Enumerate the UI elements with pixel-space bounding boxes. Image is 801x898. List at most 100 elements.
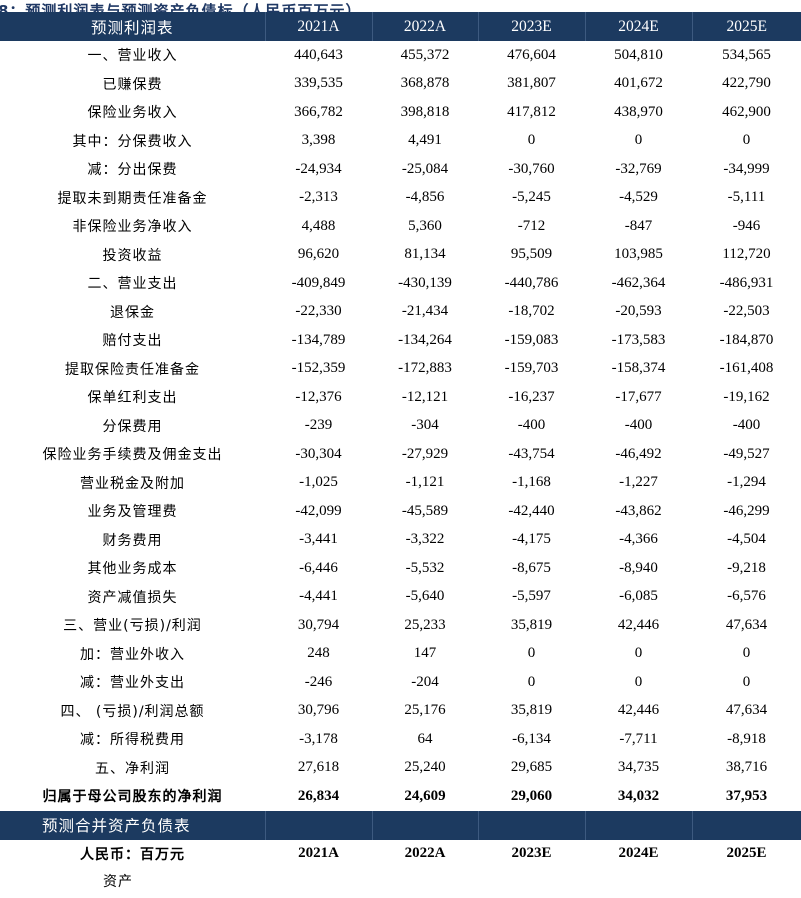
value-cell: 2021A [298,845,339,861]
value-cell: 366,782 [294,103,343,120]
value-cell: 29,060 [510,787,553,804]
value-cell: -42,099 [295,502,342,519]
header-cell: 2023E [477,12,585,41]
value-cell: -46,492 [615,445,662,462]
table-row: 减：营业外支出 -246 -204 0 0 0 [0,668,801,697]
value-cell: -5,640 [405,588,445,605]
value-cell: -2,313 [299,189,338,206]
value-cell: -159,703 [504,360,559,377]
value-cell: -3,441 [299,531,338,548]
value-cell: -946 [732,217,761,234]
value-cell: -43,862 [615,502,662,519]
value-cell: -172,883 [398,360,452,377]
header-cell [584,810,692,840]
value-cell: 0 [742,132,751,149]
row-label: 提取未到期责任准备金 [57,190,208,207]
value-cell: -27,929 [401,445,449,462]
row-label: 投资收益 [102,247,163,264]
row-label: 三、营业(亏损)/利润 [63,618,202,635]
row-label: 提取保险责任准备金 [65,361,200,378]
value-cell: 368,878 [400,75,450,92]
value-cell: -46,299 [723,502,770,519]
value-cell: 2023E [511,845,552,861]
value-cell: 25,176 [404,702,446,719]
table-row: 营业税金及附加 -1,025 -1,121 -1,168 -1,227 -1,294 [0,469,801,498]
table-row: 二、营业支出 -409,849 -430,139 -440,786 -462,364 -4… [0,269,801,298]
value-cell: 112,720 [722,246,771,263]
value-cell: -173,583 [611,331,666,348]
header-cell: 2024E [584,12,692,41]
value-cell: 504,810 [614,46,663,63]
value-cell: -19,162 [723,388,770,405]
value-cell: 417,812 [507,103,556,120]
value-cell: -1,025 [299,474,338,491]
value-cell: 81,134 [404,246,446,263]
value-cell: 147 [413,645,437,662]
value-cell: -1,227 [619,474,658,491]
value-cell: 95,509 [510,246,553,263]
value-cell: -184,870 [719,331,774,348]
table-row: 提取保险责任准备金 -152,359 -172,883 -159,703 -158,37… [0,355,801,384]
value-cell: -6,576 [727,588,766,605]
value-cell: -34,999 [723,160,770,177]
row-label: 预测合并资产负债表 [0,810,265,840]
value-cell: -32,769 [615,160,662,177]
value-cell: 4,491 [408,132,442,149]
value-cell: 0 [527,132,536,149]
value-cell: -18,702 [508,303,555,320]
value-cell: 34,735 [617,759,660,776]
value-cell: 462,900 [722,103,771,120]
value-cell: -22,330 [295,303,342,320]
row-label: 加：营业外收入 [80,646,185,663]
financial-forecast-table: 预测利润表 2021A 2022A 2023E 2024E 2025E 一、营业… [0,12,801,894]
row-label: 退保金 [110,304,155,321]
value-cell: 64 [417,730,433,747]
value-cell: -6,134 [512,730,551,747]
value-cell: 0 [742,673,751,690]
value-cell: -17,677 [615,388,662,405]
value-cell: 2025E [726,845,767,861]
value-cell: -847 [624,217,653,234]
value-cell: -712 [517,217,546,234]
value-cell: -42,440 [508,502,555,519]
value-cell: -30,304 [295,445,342,462]
balance-sheet-header-row: 预测合并资产负债表 [0,810,801,840]
value-cell: 26,834 [297,787,340,804]
table-row: 归属于母公司股东的净利润 26,834 24,609 29,060 34,032 37,9… [0,782,801,811]
row-label: 减：所得税费用 [80,732,185,749]
value-cell: -9,218 [727,559,766,576]
row-label: 营业税金及附加 [80,475,185,492]
header-cell [371,810,478,840]
value-cell: 398,818 [400,103,450,120]
value-cell: -1,121 [405,474,445,491]
value-cell: 0 [742,645,751,662]
row-label: 其中：分保费收入 [72,133,193,150]
row-label: 减：分出保费 [87,162,178,179]
unit-row: 人民币：百万元 2021A 2022A 2023E 2024E 2025E [0,840,801,868]
row-label: 人民币：百万元 [80,846,185,863]
value-cell: -12,121 [401,388,449,405]
row-label: 减：营业外支出 [80,675,185,692]
table-row: 投资收益 96,620 81,134 95,509 103,985 112,720 [0,241,801,270]
value-cell: 30,796 [297,702,340,719]
value-cell: -12,376 [295,388,342,405]
value-cell: 103,985 [614,246,663,263]
value-cell: 381,807 [507,75,556,92]
row-label: 五、净利润 [95,760,170,777]
row-label: 四、 (亏损)/利润总额 [60,703,205,720]
value-cell: -161,408 [719,360,774,377]
value-cell: -16,237 [508,388,555,405]
value-cell: 440,643 [294,46,343,63]
value-cell: 0 [634,132,643,149]
value-cell: 3,398 [301,132,336,149]
value-cell: 24,609 [404,787,446,804]
table-row: 财务费用 -3,441 -3,322 -4,175 -4,366 -4,504 [0,526,801,555]
value-cell: 25,233 [404,616,446,633]
value-cell: -20,593 [615,303,662,320]
table-row: 其他业务成本 -6,446 -5,532 -8,675 -8,940 -9,218 [0,554,801,583]
value-cell: -3,322 [405,531,445,548]
value-cell: -7,711 [619,730,658,747]
value-cell: 339,535 [294,75,343,92]
table-row: 五、净利润 27,618 25,240 29,685 34,735 38,716 [0,754,801,783]
table-row: 减：分出保费 -24,934 -25,084 -30,760 -32,769 -34,99… [0,155,801,184]
